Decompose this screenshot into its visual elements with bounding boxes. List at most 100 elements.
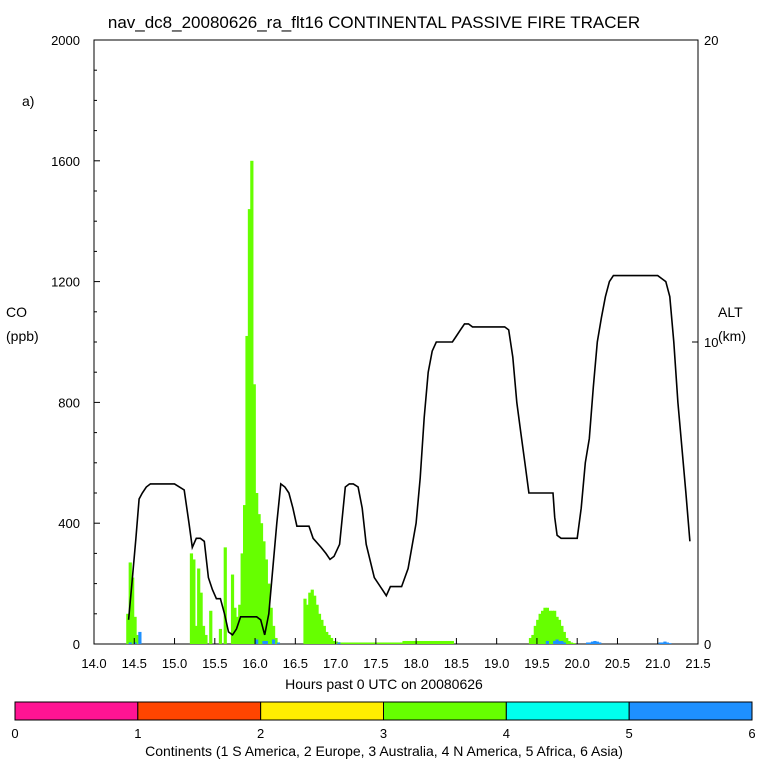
bar-series1-43 [322, 625, 326, 644]
y-tick-label-4: 1600 [51, 154, 80, 169]
x-tick-label-13: 20.5 [605, 656, 630, 671]
bar-series1-100 [536, 619, 540, 644]
colorbar-ticks: 0 1 2 3 4 5 6 [11, 726, 755, 741]
bar-series1-21 [245, 335, 249, 644]
bar-series2-9 [545, 640, 549, 644]
bar-series2-24 [665, 642, 669, 644]
bar-series1-83 [419, 640, 423, 644]
bar-series1-25 [255, 493, 259, 644]
colorbar-tick-6: 6 [748, 726, 755, 741]
bar-series1-85 [424, 640, 428, 644]
panel-label: a) [22, 93, 34, 109]
bar-series1-95 [448, 640, 452, 644]
colorbar-tick-3: 3 [380, 726, 387, 741]
y-tick-label-3: 1200 [51, 275, 80, 290]
x-tick-label-7: 17.5 [363, 656, 388, 671]
colorbar-tick-4: 4 [503, 726, 510, 741]
bar-series1-68 [383, 642, 387, 644]
y-tick-label-1: 400 [58, 516, 80, 531]
colorbar-tick-1: 1 [134, 726, 141, 741]
bar-series1-50 [339, 642, 343, 644]
bar-series1-103 [543, 607, 547, 644]
bar-series1-19 [240, 553, 244, 644]
bar-series1-5 [189, 553, 194, 644]
bar-series1-88 [431, 640, 435, 644]
bar-series1-66 [378, 642, 382, 644]
bar-series1-44 [325, 631, 329, 644]
bar-series1-8 [197, 568, 201, 644]
bar-series1-37 [308, 592, 312, 644]
y2-axis-unit: (km) [718, 328, 746, 344]
y-axis-left: 0 400 800 1200 1600 2000 [51, 33, 100, 652]
bar-series1-24 [252, 384, 256, 644]
colorbar-tick-5: 5 [626, 726, 633, 741]
bar-series1-28 [262, 541, 266, 644]
bar-series2-18 [593, 640, 597, 644]
bar-series1-23 [250, 160, 254, 645]
bar-series1-16 [233, 607, 237, 644]
bar-series2-22 [660, 642, 665, 644]
bar-series1-65 [375, 642, 380, 644]
bar-series1-73 [395, 642, 399, 644]
bar-series1-56 [354, 642, 358, 644]
bar-series1-47 [332, 640, 336, 644]
x-tick-label-6: 17.0 [323, 656, 348, 671]
x-tick-label-5: 16.5 [283, 656, 308, 671]
bar-series1-77 [404, 640, 409, 644]
bar-series1-96 [450, 640, 454, 644]
bar-series2-0 [128, 642, 132, 644]
bar-series1-113 [567, 640, 571, 644]
bar-series1-97 [528, 637, 533, 644]
bar-series1-61 [366, 642, 370, 644]
bar-series2-20 [598, 642, 602, 644]
colorbar-swatch-5 [628, 701, 753, 721]
bar-series1-115 [572, 643, 576, 644]
bar-series1-52 [344, 642, 348, 644]
x-tick-label-3: 15.5 [202, 656, 227, 671]
y-axis-right: 0 10 20 [692, 33, 718, 652]
bar-series1-111 [562, 631, 566, 644]
bar-series2-4 [262, 640, 266, 644]
bar-series1-15 [230, 574, 235, 644]
bar-series1-57 [356, 642, 360, 644]
bar-series2-25 [668, 643, 672, 644]
bar-series1-93 [443, 640, 447, 644]
bar-series1-70 [387, 642, 392, 644]
bar-series2-5 [264, 640, 268, 644]
chart-title: nav_dc8_20080626_ra_flt16 CONTINENTAL PA… [108, 13, 640, 32]
bar-series1-99 [533, 625, 537, 644]
x-axis-label: Hours past 0 UTC on 20080626 [285, 676, 483, 692]
x-axis: 14.0 14.5 15.0 15.5 16.0 16.5 17.0 17.5 18.0 18.5… [81, 638, 711, 671]
bar-series2-16 [588, 642, 592, 644]
bar-series2-7 [276, 642, 281, 644]
bar-series1-29 [264, 559, 268, 644]
bar-series1-105 [548, 610, 552, 644]
colorbar-swatch-3 [383, 701, 507, 721]
bar-series1-87 [429, 640, 433, 644]
bar-series1-3 [133, 616, 137, 644]
bar-series2-14 [562, 642, 566, 644]
bar-series1-60 [363, 642, 367, 644]
bar-series1-48 [334, 641, 339, 644]
bar-series1-76 [402, 640, 406, 644]
colorbar-swatch-4 [505, 701, 630, 721]
bar-series1-14 [223, 547, 227, 644]
x-tick-label-9: 18.5 [444, 656, 469, 671]
y-axis-label: CO [6, 304, 27, 320]
altitude-line [127, 274, 691, 637]
bar-series1-90 [436, 640, 440, 644]
bar-series1-0 [126, 613, 130, 644]
bar-series1-17 [235, 616, 239, 644]
bar-series1-13 [218, 628, 223, 644]
bar-series2-15 [586, 642, 590, 644]
bar-series1-110 [560, 625, 564, 644]
bar-series1-104 [545, 607, 549, 644]
bar-series2-21 [658, 642, 662, 644]
bar-series1-102 [540, 610, 545, 644]
bar-series1-75 [400, 642, 404, 644]
bar-series1-80 [412, 640, 416, 644]
bar-series1-69 [385, 642, 389, 644]
bar-series1-74 [397, 642, 401, 644]
bar-series1-20 [243, 505, 247, 644]
bar-series1-51 [342, 642, 346, 644]
